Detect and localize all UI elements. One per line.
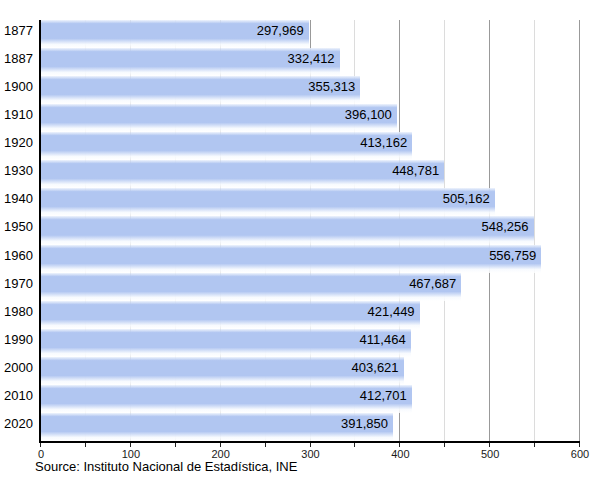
year-label: 1980 [4, 303, 33, 320]
year-label: 1920 [4, 134, 33, 151]
year-label: 1877 [4, 22, 33, 39]
bar-value-label: 297,969 [257, 22, 304, 39]
year-label: 1910 [4, 106, 33, 123]
population-bar: 411,464 [41, 329, 411, 357]
x-axis-tick [444, 443, 445, 447]
year-label: 2000 [4, 359, 33, 376]
bar-row: 556,759 [41, 245, 580, 273]
year-label: 1990 [4, 331, 33, 348]
bar-row: 467,687 [41, 273, 580, 301]
population-bar: 421,449 [41, 301, 420, 329]
bar-value-label: 332,412 [288, 50, 335, 67]
bar-value-label: 448,781 [392, 162, 439, 179]
bar-value-label: 396,100 [345, 106, 392, 123]
bar-row: 421,449 [41, 301, 580, 329]
bar-row: 505,162 [41, 188, 580, 216]
population-bar: 467,687 [41, 273, 461, 301]
bar-row: 548,256 [41, 216, 580, 244]
bar-row: 391,850 [41, 413, 580, 441]
population-bar: 412,701 [41, 385, 412, 413]
x-axis-tick [40, 443, 41, 447]
x-axis-tick [399, 443, 400, 447]
y-axis-category-labels: 1877 1887 1900 1910 1920 1930 1940 1950 1960 1970… [0, 20, 33, 441]
bar-value-label: 556,759 [489, 247, 536, 264]
plot-area: 297,969 332,412 355,313 396,100 413,162 448,7… [39, 20, 580, 443]
bar-value-label: 391,850 [341, 415, 388, 432]
x-axis-tick-label: 600 [571, 448, 589, 460]
population-bar: 396,100 [41, 104, 397, 132]
year-label: 1930 [4, 162, 33, 179]
bar-row: 355,313 [41, 76, 580, 104]
population-bar: 448,781 [41, 160, 444, 188]
year-label: 1970 [4, 275, 33, 292]
bar-row: 297,969 [41, 20, 580, 48]
source-caption: Source: Instituto Nacional de Estadístic… [35, 459, 297, 474]
x-axis-tick [579, 443, 580, 447]
bar-row: 403,621 [41, 357, 580, 385]
bar-row: 412,701 [41, 385, 580, 413]
x-axis-tick [220, 443, 221, 447]
population-bar: 505,162 [41, 188, 495, 216]
bar-value-label: 355,313 [308, 78, 355, 95]
x-axis-tick [265, 443, 266, 447]
x-axis-tick-label: 300 [301, 448, 319, 460]
population-bar: 548,256 [41, 216, 534, 244]
bar-rows: 297,969 332,412 355,313 396,100 413,162 448,7… [41, 20, 580, 441]
year-label: 1960 [4, 247, 33, 264]
year-label: 1900 [4, 78, 33, 95]
bar-value-label: 467,687 [409, 275, 456, 292]
x-axis-tick-label: 400 [391, 448, 409, 460]
x-axis-tick-label: 500 [481, 448, 499, 460]
bar-value-label: 412,701 [360, 387, 407, 404]
x-axis-tick [85, 443, 86, 447]
x-axis-tick [310, 443, 311, 447]
bar-value-label: 403,621 [352, 359, 399, 376]
year-label: 1940 [4, 190, 33, 207]
x-axis-tick [130, 443, 131, 447]
population-bar: 413,162 [41, 132, 412, 160]
year-label: 1950 [4, 218, 33, 235]
bar-value-label: 548,256 [482, 218, 529, 235]
bar-value-label: 411,464 [360, 331, 406, 348]
x-axis-tick [354, 443, 355, 447]
x-axis-tick [489, 443, 490, 447]
population-bar: 355,313 [41, 76, 360, 104]
x-axis-tick [534, 443, 535, 447]
bar-value-label: 505,162 [443, 190, 490, 207]
bar-row: 396,100 [41, 104, 580, 132]
bar-row: 413,162 [41, 132, 580, 160]
population-bar-chart: 1877 1887 1900 1910 1920 1930 1940 1950 1960 1970… [0, 0, 600, 480]
population-bar: 297,969 [41, 20, 309, 48]
population-bar: 391,850 [41, 413, 393, 441]
year-label: 1887 [4, 50, 33, 67]
population-bar: 332,412 [41, 48, 340, 76]
population-bar: 403,621 [41, 357, 404, 385]
bar-value-label: 413,162 [360, 134, 407, 151]
year-label: 2020 [4, 415, 33, 432]
x-axis-tick [175, 443, 176, 447]
bar-row: 448,781 [41, 160, 580, 188]
year-label: 2010 [4, 387, 33, 404]
bar-row: 411,464 [41, 329, 580, 357]
bar-row: 332,412 [41, 48, 580, 76]
population-bar: 556,759 [41, 245, 541, 273]
bar-value-label: 421,449 [368, 303, 415, 320]
